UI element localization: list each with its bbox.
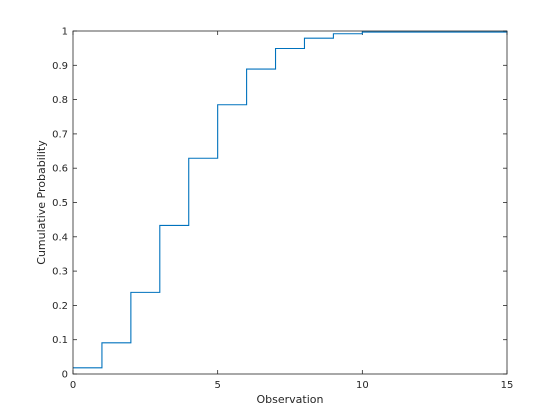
x-axis-label: Observation [257,393,324,406]
y-tick-label: 0.3 [52,267,68,278]
y-tick-label: 0.9 [52,61,68,72]
x-tick-label: 5 [214,380,220,391]
cdf-stair-line [73,31,508,369]
y-axis-label: Cumulative Probability [35,140,48,265]
x-tick-label: 10 [356,380,369,391]
y-tick-label: 0.5 [52,198,68,209]
x-tick-label: 15 [501,380,514,391]
y-tick-label: 0.1 [52,335,68,346]
y-tick-label: 0 [62,370,68,381]
y-tick-label: 1 [62,27,68,38]
y-tick-label: 0.6 [52,164,68,175]
x-tick-label: 0 [70,380,76,391]
series-layer [73,31,508,369]
y-tick-label: 0.2 [52,301,68,312]
y-tick-label: 0.8 [52,95,68,106]
y-tick-label: 0.4 [52,232,68,243]
plot-background [73,31,507,374]
plot-frame [72,30,508,375]
ticks-layer: 00.10.20.30.40.50.60.70.80.910 5 10 15 [52,27,513,392]
y-tick-label: 0.7 [52,129,68,140]
